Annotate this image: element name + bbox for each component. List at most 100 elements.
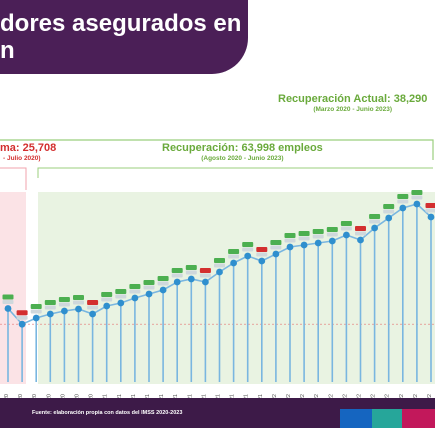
fall-bracket <box>0 167 27 190</box>
change-badge-nov-20 <box>73 295 84 300</box>
value-badge-jun-22 <box>340 226 352 231</box>
value-badge-abr-21 <box>143 285 155 290</box>
value-badge-oct-21 <box>228 254 240 259</box>
title-banner: dores asegurados en n <box>0 0 248 74</box>
footer-decoration-pink <box>402 409 435 428</box>
change-badge-ago-22 <box>369 214 381 219</box>
change-badge-jul-21 <box>185 265 197 270</box>
value-badge-sep-22 <box>383 209 395 214</box>
point-mar-21 <box>131 294 139 302</box>
point-nov-22 <box>413 200 421 208</box>
fall-period: - Julio 2020) <box>3 155 41 162</box>
change-badge-jun-21 <box>171 268 183 273</box>
change-badge-jun-20 <box>2 294 14 300</box>
change-badge-oct-20 <box>58 297 70 302</box>
recovery-period: (Agosto 2020 - Junio 2023) <box>201 155 284 162</box>
fall-annotation: ma: 25,708 - Julio 2020) <box>0 142 56 162</box>
point-jun-22 <box>343 231 350 239</box>
change-badge-abr-21 <box>143 280 155 285</box>
change-badge-mar-22 <box>298 231 310 236</box>
value-badge-ene-22 <box>270 245 282 250</box>
value-badge-oct-20 <box>58 302 70 307</box>
value-badge-nov-22 <box>411 195 423 200</box>
change-badge-jul-20 <box>16 310 28 316</box>
point-abr-21 <box>145 290 153 298</box>
point-ene-22 <box>272 250 280 258</box>
point-mar-22 <box>300 241 308 249</box>
value-badge-ene-21 <box>101 297 113 302</box>
point-feb-22 <box>286 243 294 251</box>
value-badge-ago-21 <box>199 273 211 278</box>
value-badge-dic-22 <box>425 208 435 213</box>
change-badge-nov-21 <box>242 242 254 247</box>
point-may-21 <box>159 286 167 294</box>
point-sep-22 <box>385 214 393 222</box>
point-jun-20 <box>4 305 12 312</box>
point-oct-22 <box>399 204 407 212</box>
recovery-annotation: Recuperación: 63,998 empleos (Agosto 202… <box>162 142 323 162</box>
point-abr-22 <box>314 239 322 247</box>
change-badge-nov-22 <box>411 190 423 195</box>
change-badge-oct-21 <box>228 249 240 254</box>
value-badge-dic-21 <box>256 252 268 257</box>
recovery-bracket <box>37 167 433 178</box>
point-dic-22 <box>427 213 435 221</box>
actual-recovery-period: (Marzo 2020 - Junio 2023) <box>313 106 393 113</box>
point-jul-21 <box>187 275 195 283</box>
change-badge-dic-21 <box>256 247 268 252</box>
point-sep-21 <box>216 268 223 276</box>
point-ago-20 <box>32 314 40 322</box>
value-badge-feb-22 <box>284 238 296 243</box>
value-badge-may-22 <box>326 232 338 237</box>
change-badge-ago-21 <box>199 268 211 273</box>
change-badge-may-22 <box>326 227 338 232</box>
change-badge-feb-21 <box>115 289 127 294</box>
value-badge-jul-22 <box>355 231 366 236</box>
point-oct-20 <box>61 307 68 315</box>
change-badge-mar-21 <box>129 284 141 289</box>
change-badge-sep-22 <box>383 204 395 209</box>
footer-decoration-blue <box>340 409 372 428</box>
point-jul-20 <box>18 320 26 328</box>
change-badge-ene-22 <box>270 240 282 245</box>
value-badge-oct-22 <box>397 199 409 204</box>
point-may-22 <box>328 237 336 245</box>
title-line-2: n <box>0 37 15 64</box>
value-badge-sep-21 <box>214 263 225 268</box>
value-badge-jun-21 <box>171 273 183 278</box>
fall-title: ma: 25,708 <box>0 142 57 154</box>
value-badge-ago-22 <box>369 219 381 224</box>
value-badge-jul-20 <box>16 315 28 320</box>
value-badge-feb-21 <box>115 294 127 299</box>
change-badge-dic-22 <box>425 203 435 208</box>
value-badge-may-21 <box>157 281 169 286</box>
point-ago-21 <box>202 278 209 286</box>
change-badge-may-21 <box>157 276 169 281</box>
actual-bracket <box>0 139 434 160</box>
point-jul-22 <box>357 236 364 244</box>
change-badge-oct-22 <box>397 194 409 199</box>
value-badge-dic-20 <box>87 305 99 310</box>
value-badge-nov-21 <box>242 247 254 252</box>
footer-decoration-teal <box>372 409 402 428</box>
point-nov-21 <box>244 252 252 260</box>
point-jun-21 <box>173 278 181 286</box>
source-note: Fuente: elaboración propia con datos del… <box>32 410 183 416</box>
recovery-zone <box>38 192 435 384</box>
change-badge-jul-22 <box>355 226 366 231</box>
value-badge-ago-20 <box>30 309 42 314</box>
point-sep-20 <box>46 310 54 318</box>
actual-recovery-annotation: Recuperación Actual: 38,290 (Marzo 2020 … <box>278 93 427 113</box>
change-badge-ene-21 <box>101 292 113 297</box>
value-badge-nov-20 <box>73 300 84 305</box>
change-badge-ago-20 <box>30 304 42 309</box>
change-badge-jun-22 <box>340 221 352 226</box>
point-ene-21 <box>103 302 111 310</box>
value-badge-abr-22 <box>312 234 324 239</box>
point-dic-21 <box>258 257 266 265</box>
title-line-1: dores asegurados en <box>0 10 242 37</box>
value-badge-mar-21 <box>129 289 141 294</box>
value-badge-jul-21 <box>185 270 197 275</box>
value-badge-sep-20 <box>44 305 56 310</box>
point-ago-22 <box>371 224 378 232</box>
